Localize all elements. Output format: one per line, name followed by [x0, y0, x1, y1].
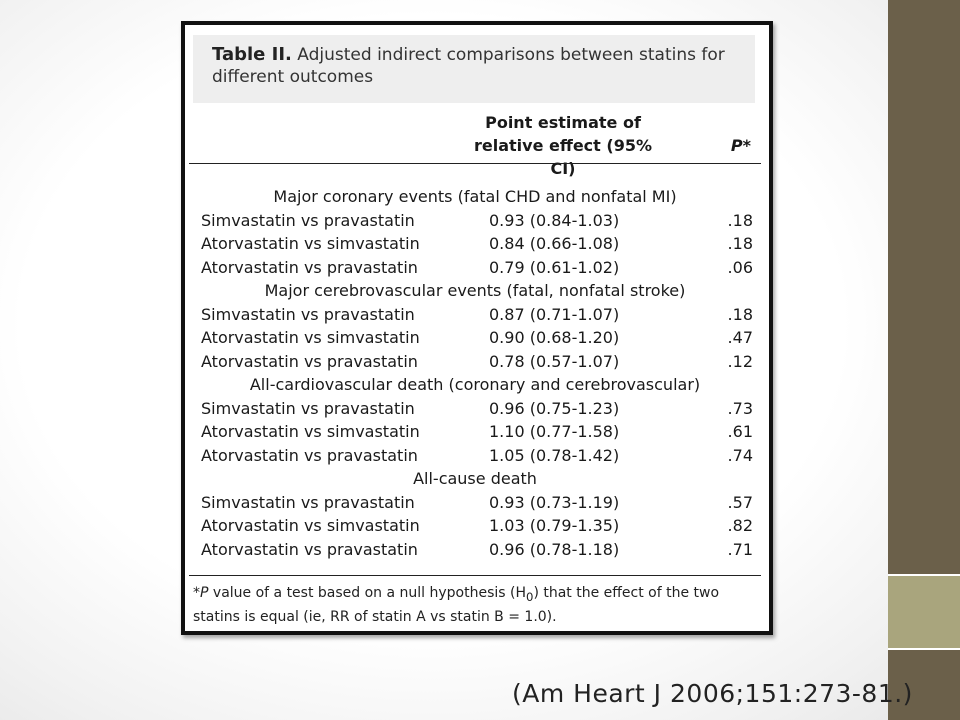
comparison-cell: Atorvastatin vs pravastatin — [201, 539, 418, 559]
sidebar-divider — [888, 648, 960, 650]
header-rule — [189, 163, 761, 164]
column-header-estimate-line1: Point estimate of — [485, 113, 641, 132]
table-title: Table II. Adjusted indirect comparisons … — [193, 35, 755, 103]
footnote-text: value of a test based on a null hypothes… — [208, 585, 527, 601]
estimate-cell: 0.93 (0.84-1.03) — [489, 210, 620, 230]
section-label: All-cardiovascular death (coronary and c… — [249, 375, 701, 394]
footer-rule — [189, 575, 761, 576]
comparison-cell: Simvastatin vs pravastatin — [201, 492, 415, 512]
comparison-cell: Simvastatin vs pravastatin — [201, 398, 415, 418]
table-title-text: Adjusted indirect comparisons between st… — [212, 45, 725, 87]
p-value-cell: .47 — [727, 328, 753, 347]
sidebar-decoration-light — [888, 576, 960, 648]
table-row: Atorvastatin vs pravastatin 1.05 (0.78-1.… — [185, 444, 769, 468]
estimate-cell: 0.87 (0.71-1.07) — [489, 304, 620, 324]
section-row: All-cause death — [185, 467, 769, 491]
comparison-cell: Atorvastatin vs simvastatin — [201, 328, 420, 347]
comparison-cell: Atorvastatin vs pravastatin — [201, 351, 418, 371]
section-label: Major cerebrovascular events (fatal, non… — [264, 281, 686, 300]
comparison-cell: Atorvastatin vs pravastatin — [201, 445, 418, 465]
table-row: Atorvastatin vs simvastatin 1.03 (0.79-1.… — [185, 514, 769, 538]
section-label: Major coronary events (fatal CHD and non… — [273, 187, 677, 206]
estimate-cell: 0.96 (0.78-1.18) — [489, 539, 620, 559]
table-row: Simvastatin vs pravastatin 0.96 (0.75-1.2… — [185, 397, 769, 421]
comparison-cell: Simvastatin vs pravastatin — [201, 210, 415, 230]
table-row: Atorvastatin vs pravastatin 0.96 (0.78-1.… — [185, 538, 769, 562]
p-value-cell: .12 — [727, 351, 753, 371]
table-row: Simvastatin vs pravastatin 0.87 (0.71-1.0… — [185, 303, 769, 327]
table-row: Simvastatin vs pravastatin 0.93 (0.84-1.0… — [185, 209, 769, 233]
comparison-cell: Simvastatin vs pravastatin — [201, 304, 415, 324]
section-row: Major coronary events (fatal CHD and non… — [185, 185, 769, 209]
table-title-label: Table II. — [212, 44, 292, 65]
comparison-cell: Atorvastatin vs pravastatin — [201, 257, 418, 277]
section-row: All-cardiovascular death (coronary and c… — [185, 373, 769, 397]
estimate-cell: 1.03 (0.79-1.35) — [489, 516, 620, 535]
p-value-cell: .18 — [727, 210, 753, 230]
estimate-cell: 0.84 (0.66-1.08) — [489, 234, 620, 253]
estimate-cell: 0.78 (0.57-1.07) — [489, 351, 620, 371]
footnote-text-2: ) that the effect of the two statins is … — [193, 585, 720, 625]
sidebar-divider — [888, 574, 960, 576]
p-value-cell: .06 — [727, 257, 753, 277]
footnote-star: * — [193, 585, 200, 601]
footnote-p: P — [200, 585, 209, 601]
column-header-p: P* — [730, 136, 751, 155]
column-header-estimate-line2: relative effect (95% CI) — [474, 136, 652, 178]
table-body: Major coronary events (fatal CHD and non… — [185, 185, 769, 561]
p-value-cell: .61 — [727, 422, 753, 441]
p-value-cell: .74 — [727, 445, 753, 465]
p-value-cell: .73 — [727, 398, 753, 418]
p-value-cell: .71 — [727, 539, 753, 559]
p-value-cell: .82 — [727, 516, 753, 535]
footnote-subscript: 0 — [526, 589, 534, 604]
p-value-cell: .18 — [727, 234, 753, 253]
comparison-cell: Atorvastatin vs simvastatin — [201, 422, 420, 441]
table-row: Simvastatin vs pravastatin 0.93 (0.73-1.1… — [185, 491, 769, 515]
estimate-cell: 0.90 (0.68-1.20) — [489, 328, 620, 347]
table-row: Atorvastatin vs simvastatin 1.10 (0.77-1.… — [185, 420, 769, 444]
section-label: All-cause death — [413, 469, 537, 488]
comparison-cell: Atorvastatin vs simvastatin — [201, 234, 420, 253]
citation: (Am Heart J 2006;151:273-81.) — [512, 679, 913, 708]
estimate-cell: 0.79 (0.61-1.02) — [489, 257, 620, 277]
p-value-cell: .57 — [727, 492, 753, 512]
estimate-cell: 0.96 (0.75-1.23) — [489, 398, 620, 418]
table-figure: Table II. Adjusted indirect comparisons … — [181, 21, 773, 635]
estimate-cell: 1.05 (0.78-1.42) — [489, 445, 620, 465]
estimate-cell: 1.10 (0.77-1.58) — [489, 422, 620, 441]
table-row: Atorvastatin vs pravastatin 0.78 (0.57-1.… — [185, 350, 769, 374]
table-row: Atorvastatin vs simvastatin 0.84 (0.66-1.… — [185, 232, 769, 256]
column-header-estimate: Point estimate of relative effect (95% C… — [463, 111, 663, 180]
p-value-cell: .18 — [727, 304, 753, 324]
table-footnote: *P value of a test based on a null hypot… — [193, 583, 763, 627]
table-row: Atorvastatin vs simvastatin 0.90 (0.68-1.… — [185, 326, 769, 350]
comparison-cell: Atorvastatin vs simvastatin — [201, 516, 420, 535]
section-row: Major cerebrovascular events (fatal, non… — [185, 279, 769, 303]
estimate-cell: 0.93 (0.73-1.19) — [489, 492, 620, 512]
table-row: Atorvastatin vs pravastatin 0.79 (0.61-1.… — [185, 256, 769, 280]
